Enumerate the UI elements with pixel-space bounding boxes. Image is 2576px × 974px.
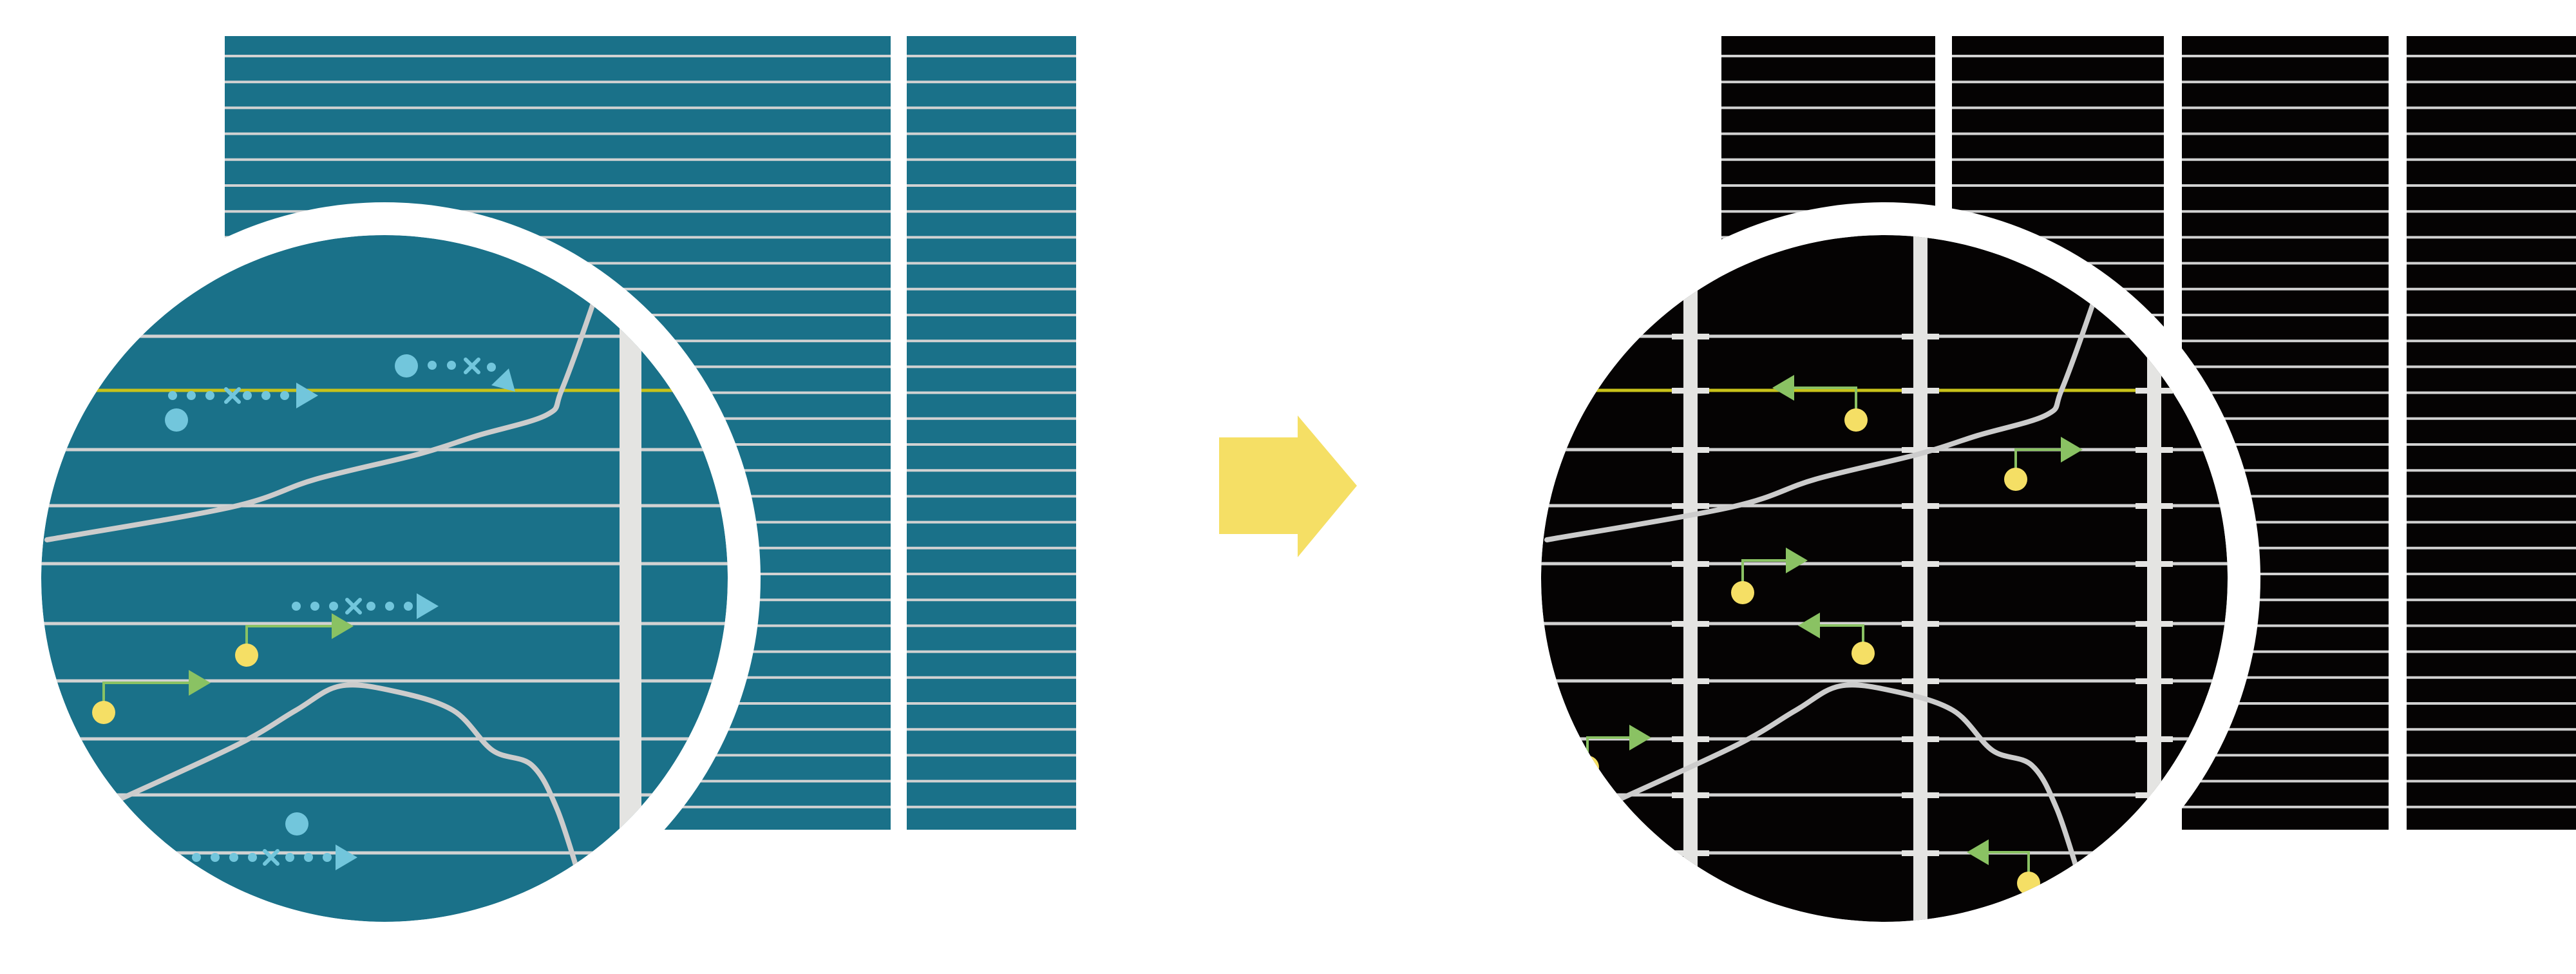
- cross-icon: [224, 387, 241, 404]
- dot: [243, 391, 252, 400]
- triangle-arrow-icon: [189, 670, 211, 696]
- circle-icon: [235, 644, 258, 667]
- tick-mark: [1902, 388, 1939, 394]
- tick-mark: [1672, 678, 1709, 684]
- circle-icon: [1844, 408, 1868, 432]
- dot: [261, 391, 270, 400]
- tick-mark: [2136, 503, 2173, 509]
- transition-arrow-icon: [1219, 415, 1357, 557]
- curve: [1544, 242, 2114, 542]
- dot: [211, 853, 220, 862]
- circle-icon: [285, 812, 308, 836]
- dot: [329, 602, 338, 611]
- divider-bar: [1683, 235, 1698, 922]
- tick-mark: [1902, 850, 1939, 856]
- triangle-arrow-icon: [332, 613, 354, 639]
- tick-mark: [1672, 503, 1709, 509]
- tick-mark: [1672, 736, 1709, 742]
- circle-icon: [1852, 642, 1875, 665]
- dot: [248, 853, 257, 862]
- curve: [75, 682, 598, 922]
- dot: [292, 602, 301, 611]
- tick-mark: [1902, 621, 1939, 627]
- curve: [44, 242, 614, 542]
- dot: [205, 391, 214, 400]
- tick-mark: [2136, 447, 2173, 453]
- triangle-arrow-icon: [296, 383, 318, 408]
- triangle-arrow-icon: [336, 845, 357, 870]
- dot: [168, 391, 177, 400]
- tick-mark: [1902, 678, 1939, 684]
- triangle-arrow-icon: [1967, 839, 1989, 865]
- tick-mark: [1902, 736, 1939, 742]
- circle-icon: [92, 701, 115, 724]
- dot: [323, 853, 332, 862]
- tick-mark: [1902, 447, 1939, 453]
- tick-mark: [1672, 621, 1709, 627]
- dot: [304, 853, 313, 862]
- panel-column: [2407, 36, 2576, 830]
- tick-mark: [1672, 388, 1709, 394]
- curve: [1575, 682, 2098, 922]
- divider-bar: [620, 235, 641, 922]
- tick-mark: [2136, 561, 2173, 567]
- tick-mark: [1902, 503, 1939, 509]
- divider-bar: [2147, 235, 2161, 922]
- tick-mark: [1902, 334, 1939, 339]
- tick-mark: [1902, 792, 1939, 798]
- magnifier-content: [41, 235, 728, 922]
- dot: [487, 363, 496, 372]
- tick-mark: [1672, 792, 1709, 798]
- tick-mark: [1902, 561, 1939, 567]
- tick-mark: [2136, 736, 2173, 742]
- tick-mark: [1672, 447, 1709, 453]
- triangle-arrow-icon: [1786, 548, 1808, 573]
- triangle-arrow-icon: [491, 368, 515, 392]
- dot: [187, 391, 196, 400]
- tick-mark: [2136, 388, 2173, 394]
- dot: [366, 602, 375, 611]
- after-magnifier: [1508, 202, 2260, 955]
- circle-icon: [2004, 468, 2027, 491]
- dot: [428, 361, 437, 370]
- tick-mark: [1672, 561, 1709, 567]
- triangle-arrow-icon: [417, 593, 439, 619]
- circle-icon: [1731, 581, 1754, 604]
- dot: [310, 602, 319, 611]
- tick-mark: [2136, 621, 2173, 627]
- dot: [447, 361, 456, 370]
- circle-icon: [165, 408, 188, 432]
- tick-mark: [2136, 678, 2173, 684]
- triangle-arrow-icon: [1629, 725, 1651, 750]
- cross-icon: [263, 849, 279, 866]
- dot: [385, 602, 394, 611]
- triangle-arrow-icon: [2061, 437, 2083, 463]
- divider-bar: [1913, 235, 1927, 922]
- dot: [229, 853, 238, 862]
- cross-icon: [345, 598, 362, 615]
- before-magnifier: [8, 202, 761, 955]
- magnifier-background: [1541, 235, 2228, 922]
- panel-column: [907, 36, 1076, 830]
- cross-icon: [464, 358, 480, 374]
- triangle-arrow-icon: [1772, 375, 1794, 401]
- dot: [280, 391, 289, 400]
- dot: [285, 853, 294, 862]
- circle-icon: [395, 354, 418, 377]
- triangle-arrow-icon: [1798, 613, 1820, 638]
- tick-mark: [1672, 334, 1709, 339]
- magnifier-content: [1541, 235, 2228, 922]
- dot: [192, 853, 201, 862]
- dot: [404, 602, 413, 611]
- tick-mark: [1672, 850, 1709, 856]
